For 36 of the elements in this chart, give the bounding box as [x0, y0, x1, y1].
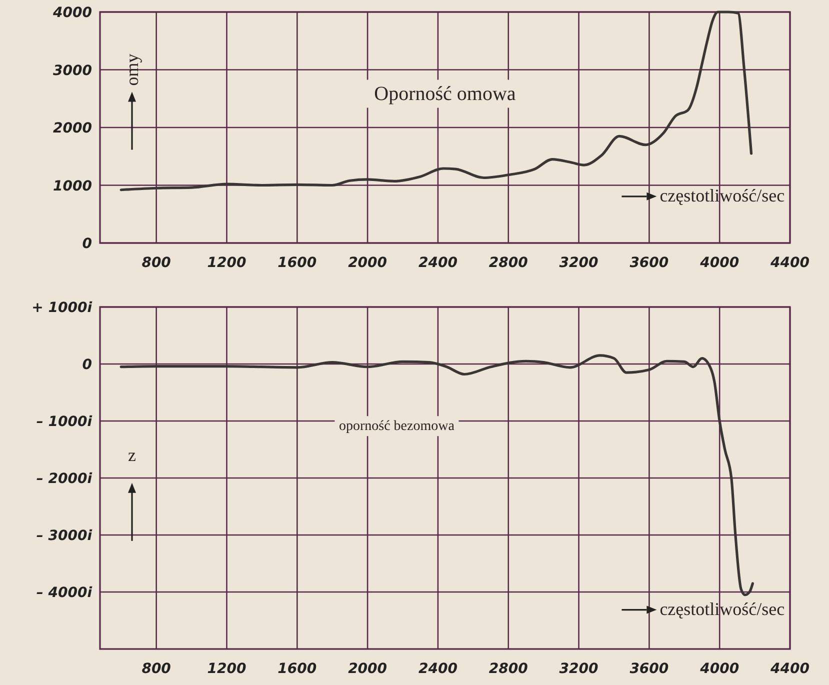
x-tick-label: 1200	[207, 661, 246, 677]
x-tick-label: 2800	[488, 661, 528, 677]
x-tick-label: 2800	[488, 255, 528, 271]
x-tick-label: 3200	[559, 255, 599, 271]
y-tick-label: 4000	[52, 5, 92, 21]
y-axis-title: omy	[122, 54, 142, 86]
x-tick-label: 800	[142, 661, 172, 677]
x-tick-label: 1600	[278, 255, 317, 271]
x-tick-label: 4000	[699, 661, 740, 677]
x-tick-label: 1200	[207, 255, 246, 271]
y-tick-label: 2000	[53, 120, 92, 136]
x-tick-label: 2400	[418, 255, 458, 271]
x-tick-label: 1600	[278, 661, 317, 677]
x-tick-label: 2400	[418, 661, 458, 677]
x-tick-label: 800	[142, 255, 172, 271]
y-axis-title: z	[128, 444, 136, 465]
x-tick-label: 3200	[559, 661, 599, 677]
x-tick-label: 4400	[770, 661, 810, 677]
y-tick-label: – 2000i	[36, 471, 92, 487]
x-tick-label: 2000	[348, 661, 388, 677]
text: oporność bezomowa	[338, 419, 456, 434]
x-tick-label: 3600	[630, 661, 669, 677]
y-tick-label: – 3000i	[36, 528, 92, 544]
y-tick-label: 3000	[53, 62, 92, 79]
y-tick-label: 0	[82, 357, 92, 373]
line-series	[120, 354, 754, 596]
y-tick-label: – 4000i	[36, 585, 92, 601]
y-tick-label: + 1000i	[32, 300, 92, 316]
y-tick-label: 0	[82, 236, 92, 252]
x-tick-label: 2000	[348, 255, 388, 271]
y-tick-label: – 1000i	[36, 414, 92, 430]
y-tick-label: 1000	[53, 178, 92, 194]
x-tick-label: 3600	[630, 255, 669, 271]
text: Oporność omowa	[374, 82, 516, 105]
x-tick-label: 4400	[770, 255, 810, 271]
x-tick-label: 4000	[699, 255, 740, 271]
